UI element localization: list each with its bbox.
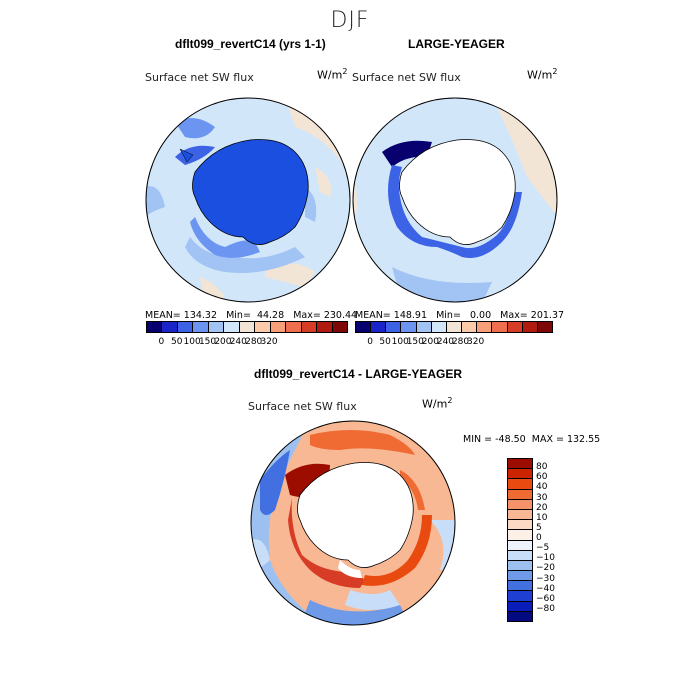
- colorbar-swatch: [508, 601, 532, 612]
- colorbar-tick-label: 320: [467, 337, 485, 347]
- colorbar-swatch: [477, 322, 493, 332]
- colorbar-tick-label: 150: [198, 337, 217, 347]
- colorbar-tick-label: 280: [245, 337, 263, 347]
- panel2-polar-map: [352, 97, 558, 303]
- colorbar-tick-label: 100: [183, 337, 201, 347]
- colorbar-tick-label: 60: [536, 472, 548, 483]
- colorbar-swatch: [508, 540, 532, 551]
- colorbar-tick-label: 50: [379, 337, 391, 347]
- colorbar-swatch: [224, 322, 240, 332]
- colorbar-swatch: [508, 459, 532, 470]
- colorbar-swatch: [537, 322, 553, 332]
- panel3-stats: MIN = -48.50 MAX = 132.55: [463, 434, 601, 445]
- colorbar-tick-label: 0: [367, 337, 373, 347]
- colorbar-swatch: [508, 499, 532, 510]
- colorbar-tick-label: 200: [214, 337, 232, 347]
- colorbar-swatch: [317, 322, 333, 332]
- colorbar-tick-label: 5: [536, 522, 542, 533]
- colorbar-tick-label: 280: [451, 337, 470, 347]
- panel1-polar-map: [145, 97, 351, 303]
- colorbar-tick-label: −10: [536, 553, 555, 564]
- colorbar-swatch: [508, 520, 532, 531]
- colorbar-swatch: [522, 322, 538, 332]
- colorbar-tick-label: 100: [391, 337, 409, 347]
- colorbar-swatch: [431, 322, 447, 332]
- colorbar-tick-label: 150: [406, 337, 424, 347]
- colorbar-swatch: [446, 322, 463, 332]
- colorbar-swatch: [508, 560, 532, 572]
- colorbar-tick-label: 80: [536, 462, 548, 473]
- colorbar-swatch: [162, 322, 178, 332]
- colorbar-tick-label: 240: [229, 337, 247, 347]
- colorbar-swatch: [508, 509, 532, 521]
- panel3-title: dflt099_revertC14 - LARGE-YEAGER: [254, 367, 463, 381]
- panel2-units: W/m2: [527, 67, 558, 82]
- panel3-variable-label: Surface net SW flux: [248, 400, 357, 413]
- colorbar-swatch: [208, 322, 225, 332]
- colorbar-swatch: [386, 322, 402, 332]
- panel1-variable-label: Surface net SW flux: [145, 71, 254, 84]
- panel1-colorbar: [146, 321, 348, 333]
- panel1-units: W/m2: [317, 67, 348, 82]
- colorbar-tick-label: 0: [158, 337, 165, 347]
- colorbar-swatch: [286, 322, 302, 332]
- colorbar-swatch: [270, 322, 287, 332]
- colorbar-swatch: [371, 322, 387, 332]
- colorbar-tick-label: −5: [536, 543, 550, 554]
- colorbar-swatch: [147, 322, 163, 332]
- colorbar-swatch: [356, 322, 372, 332]
- panel3-units: W/m2: [422, 396, 453, 411]
- colorbar-swatch: [416, 322, 432, 332]
- colorbar-swatch: [401, 322, 417, 332]
- colorbar-swatch: [462, 322, 478, 332]
- colorbar-tick-label: 30: [536, 492, 548, 503]
- colorbar-tick-label: 40: [536, 482, 548, 493]
- panel2-variable-label: Surface net SW flux: [352, 71, 461, 84]
- colorbar-tick-label: 10: [536, 512, 548, 523]
- colorbar-swatch: [508, 581, 532, 592]
- colorbar-swatch: [301, 322, 318, 332]
- colorbar-swatch: [239, 322, 256, 332]
- colorbar-tick-label: 200: [421, 337, 439, 347]
- panel1-title: dflt099_revertC14 (yrs 1-1): [175, 37, 326, 51]
- colorbar-swatch: [255, 322, 271, 332]
- colorbar-swatch: [508, 479, 532, 490]
- figure-title: DJF: [330, 8, 370, 33]
- panel2-stats: MEAN= 148.91 Min= 0.00 Max= 201.37: [355, 310, 565, 321]
- colorbar-swatch: [508, 469, 532, 480]
- colorbar-tick-label: −20: [536, 563, 555, 574]
- colorbar-tick-label: 320: [260, 337, 278, 347]
- colorbar-swatch: [508, 550, 532, 561]
- colorbar-swatch: [508, 611, 532, 621]
- panel1-stats: MEAN= 134.32 Min= 44.28 Max= 230.44: [145, 310, 358, 321]
- panel3-difference-map: [250, 420, 456, 626]
- colorbar-tick-label: 20: [536, 502, 548, 513]
- colorbar-swatch: [507, 322, 523, 332]
- colorbar-tick-label: −80: [536, 603, 555, 614]
- colorbar-tick-label: −40: [536, 583, 555, 594]
- panel2-colorbar: [355, 321, 553, 333]
- colorbar-swatch: [508, 571, 532, 582]
- colorbar-swatch: [193, 322, 209, 332]
- colorbar-swatch: [177, 322, 194, 332]
- colorbar-tick-label: 50: [171, 337, 183, 347]
- colorbar-tick-label: 0: [536, 533, 542, 543]
- panel2-title: LARGE-YEAGER: [408, 37, 505, 51]
- colorbar-tick-label: −60: [536, 593, 555, 604]
- colorbar-swatch: [508, 530, 532, 541]
- colorbar-swatch: [508, 489, 532, 500]
- colorbar-tick-label: 240: [436, 337, 455, 347]
- colorbar-swatch: [492, 322, 508, 332]
- colorbar-swatch: [508, 591, 532, 602]
- panel3-colorbar: [507, 458, 533, 622]
- colorbar-tick-label: −30: [536, 573, 555, 584]
- colorbar-swatch: [332, 322, 348, 332]
